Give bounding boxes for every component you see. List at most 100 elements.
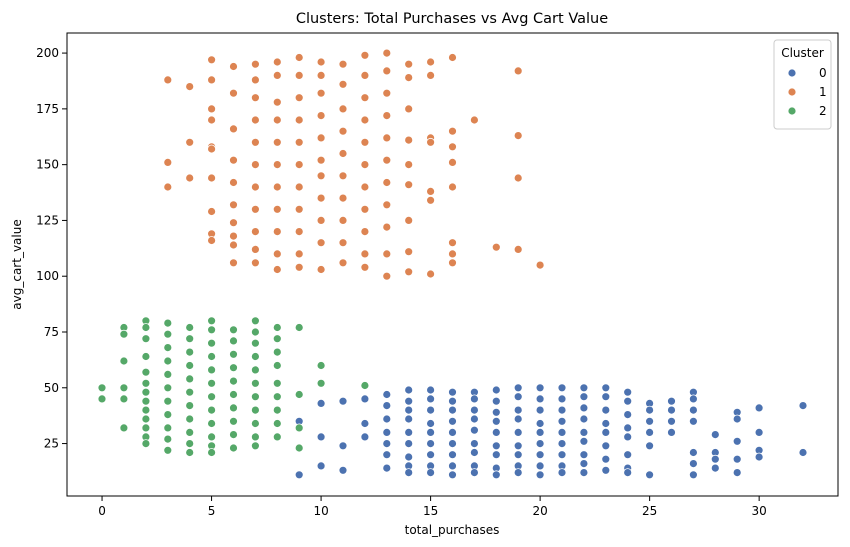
data-point-cluster-2: [141, 378, 151, 388]
data-point-cluster-0: [426, 439, 436, 449]
data-point-cluster-0: [404, 452, 414, 462]
data-point-cluster-1: [272, 204, 282, 214]
data-point-cluster-0: [798, 401, 808, 411]
data-point-cluster-0: [535, 383, 545, 393]
data-point-cluster-1: [360, 160, 370, 170]
data-point-cluster-0: [557, 439, 567, 449]
y-tick-label: 200: [36, 46, 59, 60]
data-point-cluster-2: [229, 430, 238, 440]
y-tick-label: 25: [44, 437, 59, 451]
data-point-cluster-0: [469, 414, 479, 424]
data-point-cluster-1: [250, 244, 260, 254]
data-point-cluster-2: [207, 405, 217, 415]
data-point-cluster-0: [338, 396, 348, 406]
legend-marker-cluster-2: [787, 106, 797, 116]
data-point-cluster-1: [360, 262, 370, 272]
x-axis-label: total_purchases: [405, 523, 500, 537]
data-point-cluster-1: [404, 104, 414, 114]
legend-marker-cluster-0: [787, 68, 797, 78]
data-point-cluster-0: [491, 441, 501, 451]
y-tick-label: 100: [36, 269, 59, 283]
data-point-cluster-0: [491, 427, 501, 437]
data-point-cluster-0: [667, 416, 676, 426]
data-point-cluster-0: [710, 430, 720, 440]
data-point-cluster-0: [754, 427, 764, 437]
data-point-cluster-2: [97, 383, 107, 393]
data-point-cluster-2: [272, 334, 282, 344]
data-point-cluster-0: [579, 459, 589, 469]
data-point-cluster-2: [141, 414, 151, 424]
data-point-cluster-1: [382, 66, 392, 76]
data-point-cluster-1: [207, 115, 217, 125]
data-point-cluster-1: [229, 200, 238, 210]
data-point-cluster-1: [426, 137, 436, 147]
data-point-cluster-0: [535, 439, 545, 449]
data-point-cluster-0: [469, 448, 479, 457]
data-point-cluster-2: [163, 329, 173, 339]
data-point-cluster-1: [294, 93, 304, 103]
data-point-cluster-0: [754, 403, 764, 413]
legend-entries: 0 1 2: [787, 66, 827, 118]
data-point-cluster-2: [250, 419, 260, 428]
data-point-cluster-1: [448, 249, 457, 259]
data-point-cluster-1: [294, 204, 304, 214]
data-point-cluster-1: [338, 258, 348, 268]
data-point-cluster-0: [513, 441, 523, 451]
data-point-cluster-0: [448, 461, 457, 471]
legend-label-cluster-0: 0: [819, 66, 827, 80]
data-point-cluster-1: [229, 155, 238, 165]
data-point-cluster-1: [272, 160, 282, 170]
data-point-cluster-2: [119, 383, 129, 393]
data-point-cluster-0: [579, 427, 589, 437]
data-point-cluster-1: [338, 79, 348, 89]
data-point-cluster-2: [272, 378, 282, 388]
data-point-cluster-0: [579, 414, 589, 424]
data-point-cluster-1: [250, 75, 260, 85]
data-point-cluster-1: [229, 62, 238, 71]
data-point-cluster-1: [360, 204, 370, 214]
data-point-cluster-0: [382, 390, 392, 399]
data-point-cluster-0: [623, 423, 633, 433]
data-point-cluster-1: [338, 171, 348, 181]
data-point-cluster-0: [689, 470, 698, 480]
data-point-cluster-2: [229, 416, 238, 426]
data-point-cluster-1: [250, 258, 260, 268]
data-point-cluster-2: [207, 365, 217, 375]
data-point-cluster-1: [316, 88, 326, 98]
data-point-cluster-0: [732, 436, 742, 446]
data-point-cluster-2: [229, 390, 238, 399]
legend-title: Cluster: [781, 46, 824, 60]
y-tick-label: 175: [36, 102, 59, 116]
data-point-cluster-1: [294, 53, 304, 62]
data-point-cluster-1: [448, 126, 457, 136]
data-point-cluster-2: [294, 423, 304, 433]
y-tick-label: 125: [36, 213, 59, 227]
data-point-cluster-1: [338, 193, 348, 203]
data-point-cluster-0: [360, 419, 370, 428]
data-point-cluster-1: [229, 231, 238, 241]
legend-box: [773, 39, 832, 130]
data-point-cluster-0: [557, 394, 567, 404]
data-point-cluster-1: [360, 50, 370, 60]
data-point-cluster-2: [141, 423, 151, 433]
data-point-cluster-0: [601, 454, 611, 464]
data-point-cluster-1: [316, 215, 326, 225]
data-point-cluster-0: [667, 427, 676, 437]
data-point-cluster-1: [448, 258, 457, 268]
data-point-cluster-2: [185, 334, 195, 344]
data-point-cluster-1: [229, 218, 238, 228]
data-point-cluster-1: [294, 262, 304, 272]
x-tick-label: 20: [532, 504, 547, 518]
data-point-cluster-2: [185, 427, 195, 437]
data-point-cluster-0: [689, 459, 698, 469]
data-point-cluster-2: [163, 343, 173, 353]
data-point-cluster-0: [535, 461, 545, 471]
data-point-cluster-1: [207, 207, 217, 216]
data-point-cluster-1: [250, 227, 260, 237]
data-point-cluster-0: [338, 441, 348, 451]
x-tick-label: 25: [642, 504, 657, 518]
data-point-cluster-2: [207, 325, 217, 335]
data-point-cluster-2: [163, 383, 173, 393]
data-point-cluster-0: [448, 450, 457, 460]
data-point-cluster-2: [272, 432, 282, 442]
